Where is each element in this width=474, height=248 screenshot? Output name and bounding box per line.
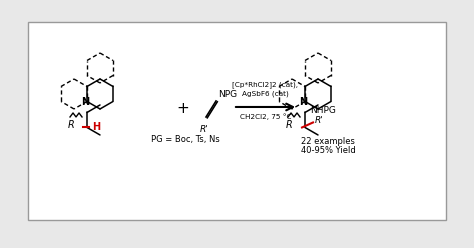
- Text: R': R': [200, 125, 209, 134]
- Text: AgSbF6 (cat): AgSbF6 (cat): [242, 91, 289, 97]
- Text: 40-95% Yield: 40-95% Yield: [301, 147, 356, 155]
- Bar: [28, 22, 446, 220]
- Text: [Cp*RhCl2]2 (cat),: [Cp*RhCl2]2 (cat),: [233, 82, 299, 88]
- Text: N: N: [299, 97, 307, 107]
- Text: H: H: [92, 123, 100, 132]
- Text: R: R: [68, 120, 74, 130]
- Text: NHPG: NHPG: [310, 106, 336, 115]
- Text: NPG: NPG: [218, 91, 237, 99]
- Text: +: +: [177, 101, 190, 117]
- Text: R: R: [286, 120, 292, 130]
- Text: PG = Boc, Ts, Ns: PG = Boc, Ts, Ns: [151, 135, 219, 145]
- Text: CH2Cl2, 75 °C: CH2Cl2, 75 °C: [240, 114, 291, 120]
- Text: 22 examples: 22 examples: [301, 137, 355, 147]
- Text: N: N: [81, 97, 89, 107]
- Text: R': R': [315, 116, 324, 125]
